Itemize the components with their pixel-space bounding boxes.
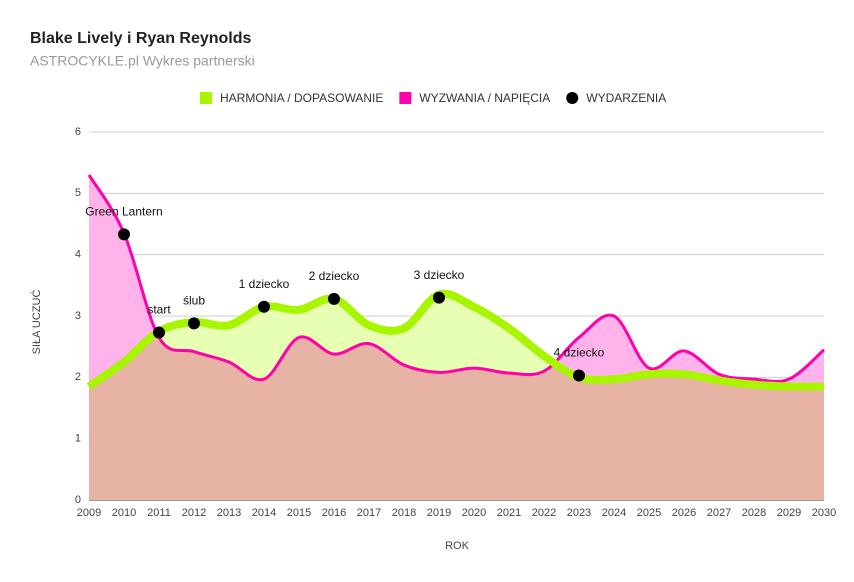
y-tick-label: 4 — [75, 249, 81, 261]
line — [86, 289, 825, 391]
x-tick-label: 2012 — [182, 507, 206, 519]
x-axis-label: ROK — [445, 540, 470, 552]
x-tick-label: 2013 — [217, 507, 241, 519]
areas — [89, 174, 824, 500]
line — [87, 174, 825, 384]
y-tick-label: 5 — [75, 187, 81, 199]
y-axis-label: SIŁA UCZUĆ — [30, 290, 43, 355]
x-tick-label: 2015 — [287, 507, 311, 519]
x-tick-label: 2017 — [357, 507, 381, 519]
chart-subtitle: ASTROCYKLE.pl Wykres partnerski — [30, 53, 255, 69]
event-marker — [328, 292, 340, 305]
event-marker — [118, 228, 130, 241]
x-tick-label: 2025 — [637, 507, 661, 519]
x-tick-label: 2030 — [812, 507, 836, 519]
legend-swatch — [399, 92, 412, 104]
event-label: 2 dziecko — [309, 269, 360, 283]
legend-swatch — [200, 92, 212, 104]
event-label: 3 dziecko — [414, 268, 465, 282]
x-tick-label: 2016 — [322, 507, 346, 519]
y-tick-label: 2 — [75, 371, 81, 383]
y-tick-label: 0 — [75, 494, 81, 506]
event-marker — [188, 317, 200, 330]
y-tick-label: 1 — [75, 433, 81, 445]
x-tick-label: 2014 — [252, 507, 276, 519]
x-tick-label: 2026 — [672, 507, 696, 519]
event-marker — [258, 300, 270, 313]
event-marker — [573, 369, 585, 382]
chart-title: Blake Lively i Ryan Reynolds — [30, 30, 252, 47]
event-label: 4 dziecko — [554, 346, 605, 360]
area — [89, 174, 824, 500]
legend-label: WYDARZENIA — [586, 91, 666, 105]
x-tick-label: 2011 — [147, 507, 171, 519]
event-marker — [433, 291, 445, 304]
x-tick-label: 2027 — [707, 507, 731, 519]
x-tick-label: 2019 — [427, 507, 451, 519]
x-tick-label: 2009 — [77, 507, 101, 519]
event-label: 1 dziecko — [239, 277, 290, 291]
event-label: Green Lantern — [85, 205, 162, 219]
x-tick-label: 2024 — [602, 507, 626, 519]
x-tick-label: 2028 — [742, 507, 766, 519]
event-label: ślub — [183, 294, 205, 308]
y-tick-label: 6 — [75, 126, 81, 138]
event-marker — [153, 326, 165, 339]
event-label: start — [147, 303, 171, 317]
x-tick-label: 2010 — [112, 507, 136, 519]
y-tick-label: 3 — [75, 310, 81, 322]
x-tick-label: 2020 — [462, 507, 486, 519]
legend-label: HARMONIA / DOPASOWANIE — [220, 91, 383, 105]
x-tick-label: 2018 — [392, 507, 416, 519]
x-tick-label: 2022 — [532, 507, 556, 519]
x-tick-label: 2023 — [567, 507, 591, 519]
legend-swatch — [566, 92, 579, 104]
legend-label: WYZWANIA / NAPIĘCIA — [419, 91, 550, 105]
x-tick-label: 2029 — [777, 507, 801, 519]
x-tick-label: 2021 — [497, 507, 521, 519]
